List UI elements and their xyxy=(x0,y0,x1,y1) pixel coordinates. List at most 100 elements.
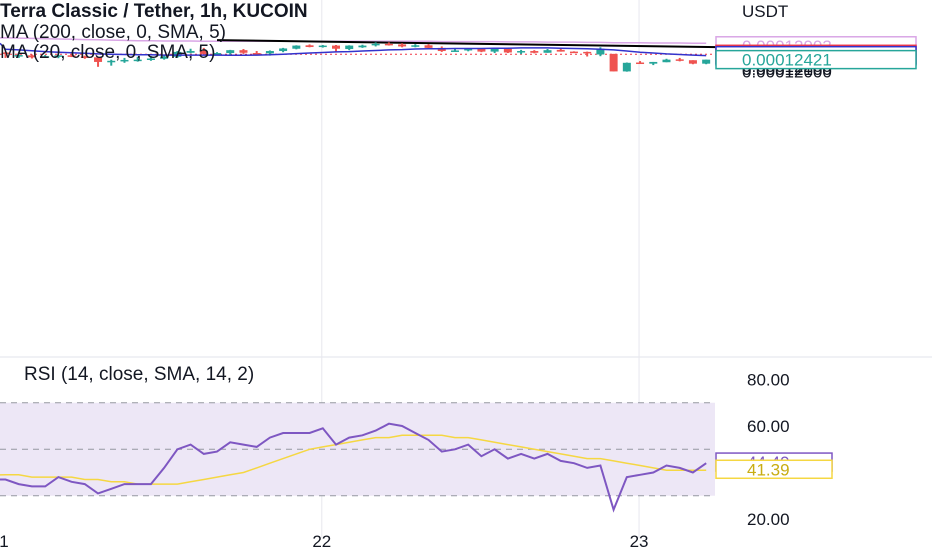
candle xyxy=(305,44,314,48)
candle-body xyxy=(649,61,658,64)
candle xyxy=(662,58,671,63)
candle xyxy=(543,49,552,53)
rsi-legend: RSI (14, close, SMA, 14, 2) xyxy=(24,364,255,385)
candle-body xyxy=(596,48,605,55)
candle-body xyxy=(384,43,393,46)
candle xyxy=(226,49,235,55)
rsi-tick-label: 60.00 xyxy=(747,417,790,436)
candle-body xyxy=(186,51,195,53)
candle-body xyxy=(609,53,618,72)
candle xyxy=(583,51,592,57)
candle-body xyxy=(543,50,552,53)
candle xyxy=(318,45,327,48)
candle-body xyxy=(14,55,23,57)
candle-body xyxy=(146,58,155,60)
candle-body xyxy=(503,48,512,53)
candle-body xyxy=(67,55,76,57)
candle xyxy=(702,59,711,65)
rsi-tick-label: 80.00 xyxy=(747,371,790,390)
candle xyxy=(490,48,499,54)
candle xyxy=(503,48,512,54)
candle xyxy=(27,54,36,59)
candle-body xyxy=(54,55,63,57)
candle xyxy=(384,42,393,46)
candle xyxy=(107,59,116,66)
candle-body xyxy=(27,55,36,58)
candle xyxy=(569,51,578,54)
candle xyxy=(213,52,222,55)
candle xyxy=(14,54,23,58)
candle-body xyxy=(622,62,631,72)
time-axis-label: 23 xyxy=(630,532,649,550)
candle xyxy=(609,53,618,72)
candle-body xyxy=(411,45,420,47)
last-close-label: 0.00012421 xyxy=(742,51,832,70)
rsi-ma-value-box xyxy=(715,459,833,480)
time-axis-label: 1 xyxy=(0,532,9,550)
candle-body xyxy=(437,47,446,52)
candle-body xyxy=(450,50,459,52)
candle xyxy=(54,54,63,59)
candle-body xyxy=(305,45,314,48)
ma20-line xyxy=(0,42,707,57)
candle-body xyxy=(239,50,248,53)
candle xyxy=(530,50,539,54)
candle xyxy=(636,61,645,65)
candle xyxy=(688,60,697,65)
candle-body xyxy=(371,43,380,46)
candle-body xyxy=(358,45,367,48)
candle-body xyxy=(213,53,222,55)
candle xyxy=(371,42,380,47)
candle-body xyxy=(688,60,697,64)
candle-body xyxy=(292,45,301,49)
candle xyxy=(358,44,367,48)
time-axis-label: 22 xyxy=(312,532,331,550)
candle-body xyxy=(464,48,473,51)
candle-body xyxy=(160,56,169,59)
candle-body xyxy=(490,48,499,52)
candle-body xyxy=(133,59,142,62)
candle-body xyxy=(279,48,288,52)
ma200-legend: MA (200, close, 0, SMA, 5) xyxy=(0,22,226,43)
candle xyxy=(186,48,195,54)
candle-body xyxy=(675,59,684,61)
candle-body xyxy=(702,59,711,64)
candle xyxy=(94,57,103,67)
candle-body xyxy=(265,51,274,54)
candle xyxy=(1,51,10,58)
candle-body xyxy=(424,45,433,48)
candle-body xyxy=(569,51,578,54)
candle-body xyxy=(398,44,407,47)
candle xyxy=(411,44,420,48)
candle xyxy=(120,57,129,63)
candle-body xyxy=(477,48,486,52)
candle-body xyxy=(583,51,592,54)
candle-body xyxy=(332,45,340,49)
candle-body xyxy=(1,52,10,54)
candle xyxy=(133,56,142,62)
candle-body xyxy=(80,56,89,58)
candle-body xyxy=(173,51,182,57)
candle xyxy=(67,54,76,58)
candle xyxy=(279,47,288,53)
rsi-ma-value-label: 41.39 xyxy=(747,460,790,479)
candle xyxy=(199,47,208,55)
trendline xyxy=(217,39,727,49)
candle-body xyxy=(318,45,327,48)
candle xyxy=(675,57,684,62)
candle xyxy=(41,55,50,58)
candle-body xyxy=(199,51,208,54)
currency-label: USDT xyxy=(742,2,789,21)
candle xyxy=(239,49,248,54)
rsi-tick-label: 20.00 xyxy=(747,510,790,529)
candle xyxy=(80,55,89,59)
candle-body xyxy=(345,45,354,50)
candle-body xyxy=(120,59,129,62)
candle xyxy=(398,43,407,48)
candle-body xyxy=(94,57,103,62)
candle-body xyxy=(41,56,50,58)
candle-body xyxy=(530,51,539,53)
candle-body xyxy=(517,51,526,53)
chart-title: Terra Classic / Tether, 1h, KUCOIN xyxy=(0,1,308,22)
